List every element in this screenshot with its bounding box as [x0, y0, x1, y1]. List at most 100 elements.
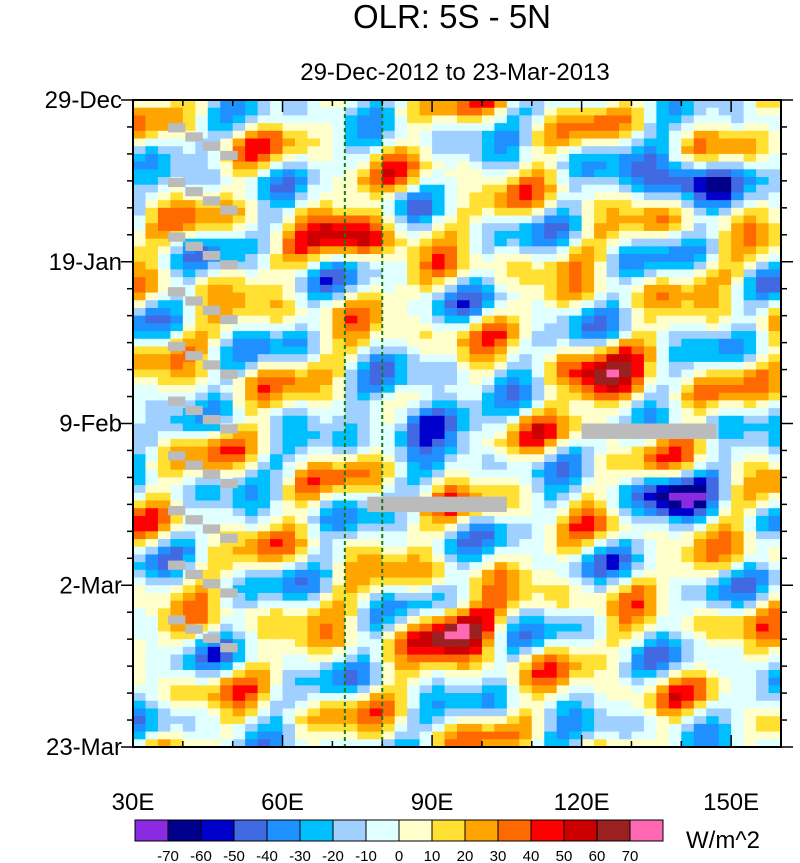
heatmap-cell [631, 438, 645, 448]
heatmap-cell [569, 192, 583, 201]
heatmap-cell [631, 269, 645, 278]
heatmap-cell [606, 469, 620, 479]
heatmap-cell [432, 554, 446, 563]
heatmap-cell [432, 462, 446, 471]
heatmap-cell [743, 492, 757, 502]
heatmap-cell [295, 115, 309, 124]
heatmap-cell [693, 284, 707, 294]
heatmap-cell [307, 184, 321, 194]
heatmap-cell [220, 685, 234, 694]
heatmap-cell [157, 508, 171, 517]
heatmap-cell [444, 153, 458, 163]
heatmap-cell [718, 677, 732, 686]
heatmap-cell [407, 192, 421, 201]
heatmap-cell [419, 600, 433, 609]
heatmap-cell [170, 608, 184, 617]
heatmap-cell [407, 254, 421, 263]
heatmap-cell [569, 354, 583, 363]
heatmap-cell [619, 300, 633, 309]
heatmap-cell [606, 731, 620, 740]
heatmap-cell [145, 361, 159, 371]
heatmap-cell [668, 315, 682, 324]
heatmap-cell [631, 731, 645, 740]
heatmap-cell [344, 192, 358, 201]
heatmap-cell [369, 215, 383, 224]
heatmap-cell [257, 331, 271, 340]
heatmap-cell [457, 200, 471, 209]
heatmap-cell [357, 392, 371, 401]
heatmap-cell [681, 284, 695, 294]
heatmap-cell [407, 115, 421, 124]
heatmap-cell [506, 515, 520, 525]
heatmap-cell [743, 408, 757, 417]
heatmap-cell [394, 508, 408, 517]
heatmap-cell [195, 592, 209, 602]
heatmap-cell [419, 261, 433, 271]
heatmap-cell [369, 346, 383, 355]
heatmap-cell [556, 292, 570, 301]
heatmap-cell [232, 292, 246, 301]
heatmap-cell [706, 716, 720, 725]
heatmap-cell [133, 331, 147, 340]
heatmap-cell [444, 462, 458, 471]
heatmap-cell [693, 592, 707, 602]
colorbar-swatch [398, 819, 433, 842]
heatmap-cell [369, 192, 383, 201]
heatmap-cell [619, 169, 633, 178]
heatmap-cell [768, 716, 781, 725]
heatmap-cell [195, 446, 209, 455]
heatmap-cell [332, 677, 346, 686]
heatmap-cell [743, 331, 757, 340]
heatmap-cell [382, 469, 396, 479]
heatmap-cell [494, 138, 508, 147]
heatmap-cell [394, 669, 408, 679]
heatmap-cell [531, 246, 545, 255]
heatmap-cell [319, 408, 333, 417]
heatmap-cell [332, 600, 346, 609]
heatmap-cell [631, 646, 645, 656]
heatmap-cell [506, 408, 520, 417]
heatmap-cell [344, 631, 358, 640]
heatmap-cell [643, 130, 657, 140]
heatmap-cell [556, 685, 570, 694]
heatmap-cell [594, 100, 608, 109]
heatmap-cell [457, 146, 471, 155]
heatmap-cell [195, 554, 209, 563]
heatmap-cell [668, 600, 682, 609]
heatmap-cell [357, 677, 371, 686]
heatmap-cell [531, 531, 545, 540]
heatmap-cell [432, 384, 446, 394]
heatmap-cell [207, 277, 221, 286]
heatmap-cell [295, 431, 309, 440]
heatmap-cell [419, 269, 433, 278]
heatmap-cell [332, 246, 346, 255]
heatmap-cell [432, 184, 446, 194]
heatmap-cell [382, 369, 396, 378]
heatmap-cell [544, 338, 558, 348]
heatmap-cell [220, 731, 234, 740]
heatmap-cell [556, 354, 570, 363]
heatmap-cell [232, 639, 246, 648]
heatmap-cell [257, 230, 271, 240]
heatmap-cell [394, 577, 408, 586]
heatmap-cell [544, 608, 558, 617]
heatmap-cell [270, 315, 284, 324]
heatmap-cell [307, 200, 321, 209]
heatmap-cell [344, 700, 358, 710]
heatmap-cell [643, 354, 657, 363]
heatmap-cell [133, 616, 147, 625]
heatmap-cell [295, 346, 309, 355]
heatmap-cell [220, 400, 234, 409]
heatmap-cell [506, 277, 520, 286]
heatmap-cell [457, 515, 471, 525]
heatmap-cell [768, 693, 781, 702]
heatmap-cell [519, 608, 533, 617]
heatmap-cell [531, 708, 545, 717]
heatmap-cell [706, 677, 720, 686]
heatmap-cell [656, 477, 670, 486]
colorbar-swatch [497, 819, 532, 842]
heatmap-cell [556, 230, 570, 240]
heatmap-cell [606, 677, 620, 686]
heatmap-cell [295, 169, 309, 178]
heatmap-cell [295, 546, 309, 556]
